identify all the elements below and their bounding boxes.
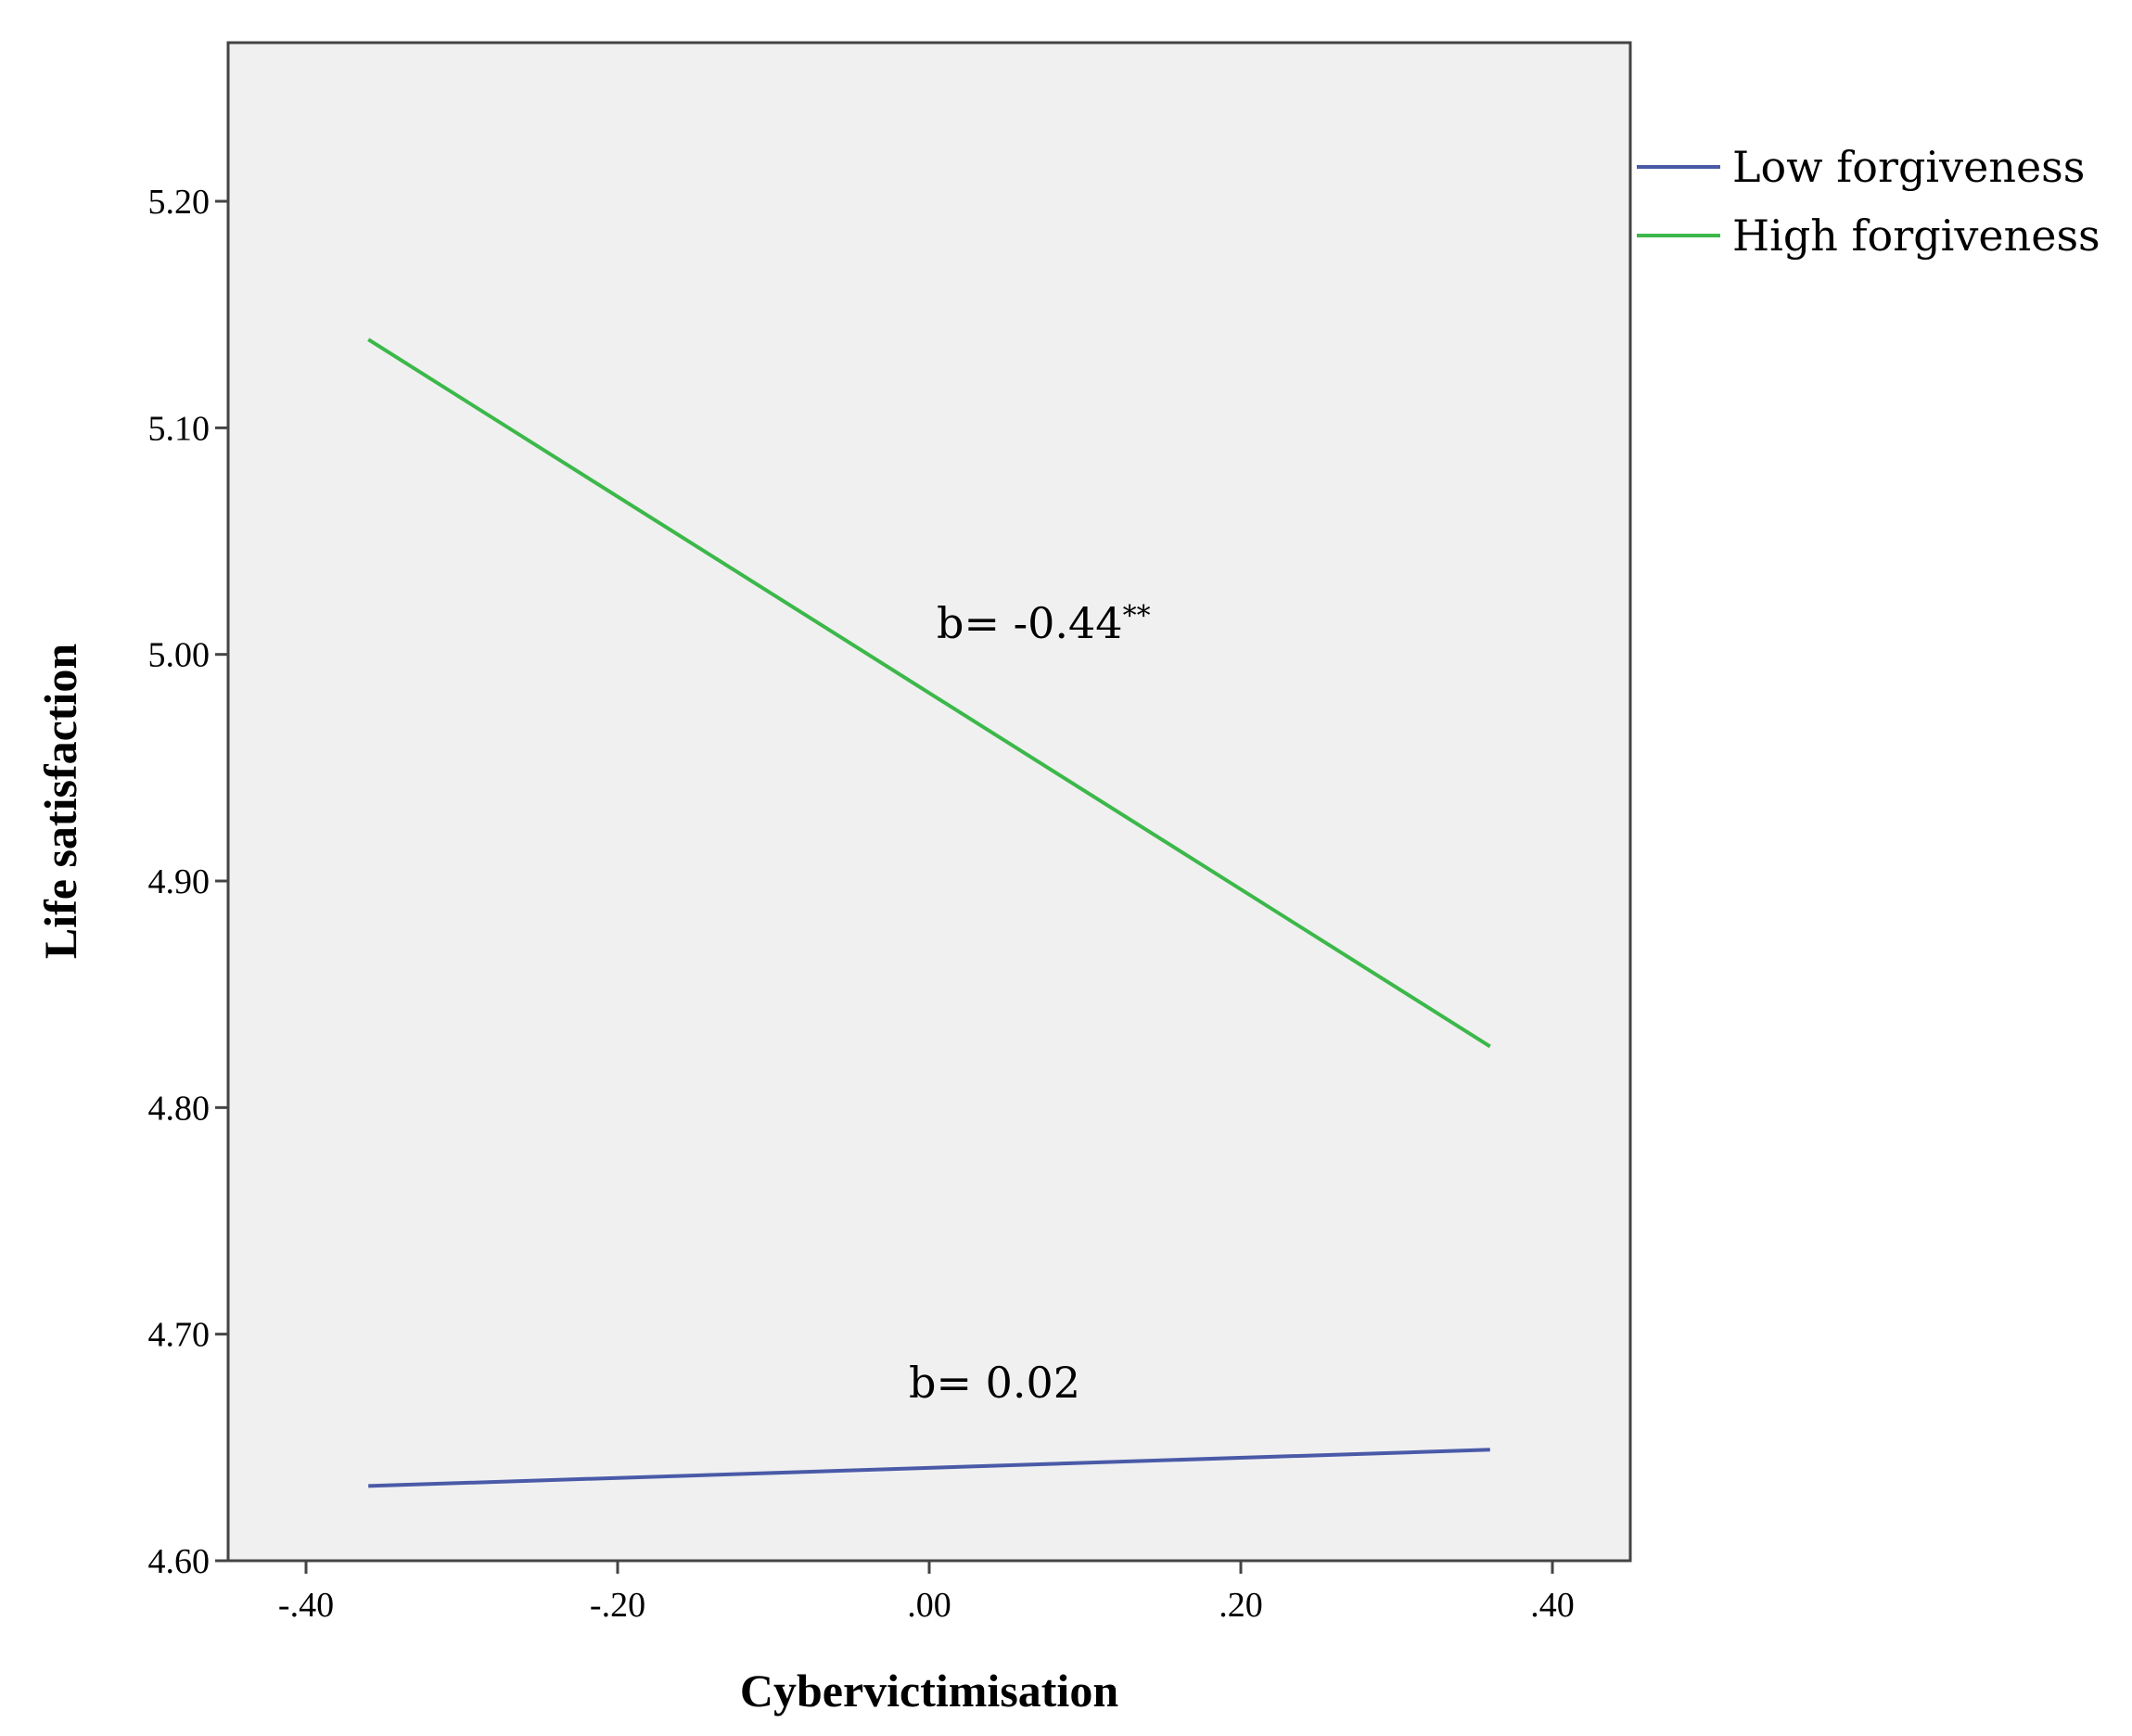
series-lines (367, 338, 1491, 1488)
y-tick-label: 4.90 (148, 862, 211, 901)
x-tick-label: -.20 (590, 1586, 645, 1625)
series-line-high-forgiveness (367, 338, 1491, 1049)
legend-item-low-forgiveness: Low forgiveness (1637, 142, 2085, 192)
plot-frame (226, 41, 1632, 1563)
series-line-low-forgiveness (368, 1448, 1490, 1488)
x-tick-label: .40 (1530, 1586, 1575, 1625)
y-tick-label: 5.00 (148, 636, 211, 675)
plot-area (228, 43, 1630, 1561)
legend-item-high-forgiveness: High forgiveness (1637, 211, 2100, 261)
y-tick-label: 5.20 (148, 183, 211, 222)
annotation-low-forgiveness: b= 0.02 (909, 1358, 1080, 1408)
x-axis-title: Cybervictimisation (740, 1665, 1118, 1717)
y-tick-label: 4.80 (148, 1089, 211, 1128)
y-tick-label: 4.60 (148, 1542, 211, 1581)
annotation-high-forgiveness-sup: ** (1123, 600, 1151, 632)
x-tick-label: .00 (907, 1586, 951, 1625)
annotation-high-forgiveness-text: b= -0.44 (937, 598, 1123, 648)
y-axis-title: Life satisfaction (34, 644, 86, 959)
annotation-low-forgiveness-text: b= 0.02 (909, 1358, 1080, 1408)
legend: Low forgiveness High forgiveness (1637, 142, 2100, 261)
annotation-high-forgiveness: b= -0.44** (937, 598, 1151, 648)
legend-label-high-forgiveness: High forgiveness (1732, 211, 2100, 261)
legend-label-low-forgiveness: Low forgiveness (1732, 142, 2085, 192)
y-tick-label: 5.10 (148, 409, 211, 448)
y-tick-label: 4.70 (148, 1316, 211, 1355)
x-tick-label: -.40 (278, 1586, 334, 1625)
axis-ticks: 4.60 4.70 4.80 4.90 5.00 5.10 5.20 -.40 -.20 .00.… (148, 183, 1575, 1625)
x-tick-label: .20 (1219, 1586, 1263, 1625)
